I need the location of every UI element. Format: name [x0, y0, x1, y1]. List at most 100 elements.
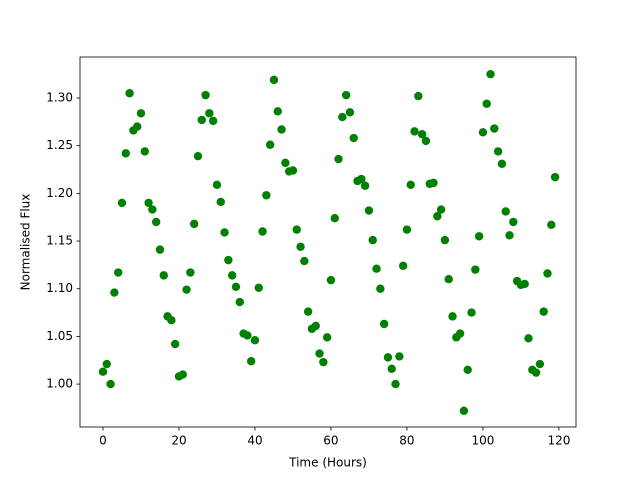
data-point [140, 147, 149, 156]
data-point [273, 107, 282, 116]
data-point [269, 75, 279, 85]
data-point [395, 352, 404, 361]
data-point [486, 69, 495, 79]
data-point [326, 275, 336, 285]
x-axis-label: Time (Hours) [288, 456, 367, 470]
data-point [459, 406, 469, 415]
data-point [338, 112, 347, 122]
data-point [497, 159, 507, 169]
data-point [345, 108, 355, 117]
data-point [102, 359, 111, 369]
data-point [281, 158, 290, 168]
data-point [212, 180, 222, 189]
x-tick-label: 60 [323, 434, 338, 448]
data-point [170, 339, 180, 349]
data-point [277, 125, 286, 134]
data-point [471, 265, 480, 274]
data-point [220, 228, 229, 237]
data-point [478, 128, 488, 137]
data-point [436, 205, 446, 214]
data-point [509, 217, 518, 227]
data-point [330, 213, 339, 223]
data-point [349, 133, 358, 143]
data-point [357, 174, 366, 184]
data-point [224, 255, 233, 265]
data-point [117, 198, 127, 208]
data-point [167, 315, 176, 325]
data-point [303, 307, 313, 316]
data-point [402, 225, 412, 234]
data-point [444, 274, 453, 284]
y-tick-label: 1.10 [46, 281, 73, 295]
data-point [372, 264, 381, 273]
data-point [379, 319, 389, 329]
data-point [387, 364, 396, 374]
data-point [467, 308, 476, 317]
data-point [482, 99, 491, 108]
data-point [341, 90, 351, 100]
data-point [376, 284, 385, 293]
data-point [417, 130, 427, 139]
data-point [520, 279, 529, 289]
data-point [463, 365, 472, 374]
data-point [406, 180, 415, 189]
data-point [360, 181, 370, 190]
data-point [246, 357, 256, 366]
data-point [292, 225, 301, 234]
plot-frame [79, 56, 577, 428]
data-point [505, 231, 514, 240]
data-point [493, 147, 503, 156]
data-point [433, 212, 442, 221]
x-tick-label: 100 [471, 434, 494, 448]
data-point [319, 357, 328, 367]
data-point [178, 370, 187, 379]
x-tick-label: 20 [171, 434, 186, 448]
data-point [364, 206, 374, 215]
x-tick-label: 0 [99, 434, 107, 448]
y-tick-label: 1.05 [46, 329, 73, 343]
data-point [539, 307, 548, 316]
data-point [398, 261, 408, 271]
x-tick-label: 120 [547, 434, 570, 448]
data-point [531, 368, 541, 377]
data-point [300, 256, 309, 266]
data-point [186, 268, 195, 277]
data-point [414, 91, 423, 101]
data-point [235, 297, 244, 307]
data-point [311, 321, 320, 331]
y-tick-label: 1.25 [46, 138, 73, 152]
y-tick-label: 1.20 [46, 186, 73, 200]
data-point [547, 220, 556, 230]
data-point [201, 90, 210, 100]
data-point [125, 89, 134, 98]
data-point [243, 331, 252, 340]
data-point [208, 116, 218, 126]
data-point [440, 235, 450, 245]
data-point [193, 151, 203, 161]
data-point [121, 149, 130, 158]
data-point [231, 282, 241, 292]
data-point [250, 336, 260, 345]
data-point [197, 115, 206, 125]
data-point [205, 109, 214, 118]
data-point [448, 312, 457, 321]
data-point [368, 235, 377, 245]
data-point [524, 334, 533, 343]
data-point [254, 283, 263, 292]
data-point [151, 217, 161, 227]
y-axis-label: Normalised Flux [19, 194, 33, 291]
data-point [334, 154, 343, 164]
data-point [410, 127, 419, 136]
data-point [182, 285, 191, 294]
data-point [265, 140, 275, 149]
data-point [543, 269, 552, 278]
data-point [322, 333, 332, 342]
y-tick-label: 1.00 [46, 377, 73, 391]
data-point [113, 268, 123, 277]
data-point [490, 124, 499, 133]
data-point [189, 219, 199, 229]
data-point [383, 353, 393, 362]
